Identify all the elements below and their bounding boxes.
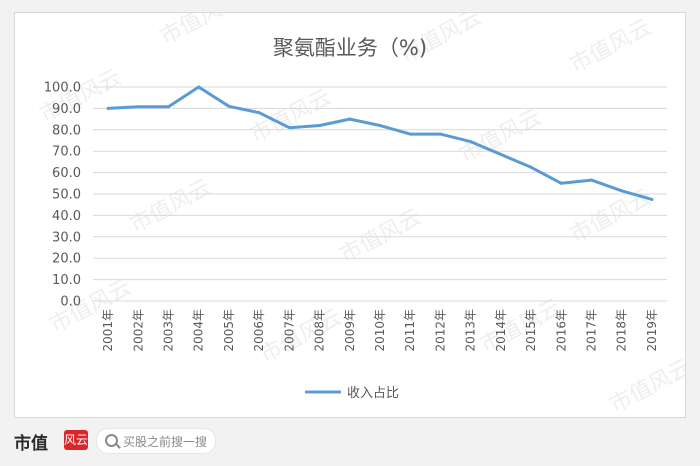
data-point (318, 124, 322, 128)
watermark-text: 市值风云 (566, 15, 655, 78)
y-tick-label: 80.0 (52, 123, 81, 138)
y-tick-label: 30.0 (52, 230, 81, 245)
watermark-text: 市值风云 (256, 305, 345, 368)
data-point (378, 124, 382, 128)
watermark-text: 市值风云 (456, 105, 545, 168)
watermark-text: 市值风云 (476, 295, 565, 358)
x-tick-label: 2017年 (584, 309, 598, 352)
y-tick-label: 90.0 (52, 102, 81, 117)
x-tick-label: 2007年 (282, 309, 296, 352)
x-tick-label: 2018年 (615, 309, 629, 352)
data-point (650, 197, 654, 201)
brand-logo-text: 市值 (14, 434, 48, 454)
x-axis-ticks: 2001年 2002年 2003年 2004年 2005年 2006年 2007年 2008年… (101, 309, 659, 352)
watermark-text: 市值风云 (126, 175, 215, 238)
x-tick-label: 2014年 (494, 309, 508, 352)
y-tick-label: 20.0 (52, 252, 81, 267)
x-tick-label: 2016年 (554, 309, 568, 352)
x-tick-label: 2001年 (101, 309, 115, 352)
y-tick-label: 100.0 (44, 81, 81, 96)
chart-card: 市值风云 市值风云 市值风云 市值风云 市值风云 市值风云 市值风云 市值风云 市值风云 市值风云… (14, 12, 686, 418)
y-tick-label: 0.0 (60, 295, 81, 310)
chart-title: 聚氨酯业务（%) (273, 36, 427, 60)
x-tick-label: 2013年 (464, 309, 478, 352)
data-point (620, 189, 624, 193)
data-point (136, 105, 140, 109)
y-tick-label: 40.0 (52, 209, 81, 224)
y-tick-label: 50.0 (52, 188, 81, 203)
watermark-text: 市值风云 (156, 13, 245, 50)
x-tick-label: 2005年 (222, 309, 236, 352)
data-point (499, 152, 503, 156)
x-tick-label: 2019年 (645, 309, 659, 352)
data-point (348, 117, 352, 121)
data-point (529, 165, 533, 169)
footer-bar: 市值 风云 买股之前搜一搜 (0, 418, 700, 466)
data-point (227, 104, 231, 108)
y-tick-label: 70.0 (52, 145, 81, 160)
data-point (469, 140, 473, 144)
data-point (197, 85, 201, 89)
legend-label: 收入占比 (347, 386, 399, 401)
search-input[interactable]: 买股之前搜一搜 (96, 428, 216, 454)
x-tick-label: 2009年 (343, 309, 357, 352)
y-tick-label: 10.0 (52, 273, 81, 288)
x-tick-label: 2008年 (313, 309, 327, 352)
data-point (438, 132, 442, 136)
x-tick-label: 2002年 (131, 309, 145, 352)
data-point (408, 132, 412, 136)
x-tick-label: 2004年 (192, 309, 206, 352)
watermark-text: 市值风云 (606, 355, 685, 417)
x-tick-label: 2010年 (373, 309, 387, 352)
data-point (257, 111, 261, 115)
legend: 收入占比 (305, 386, 399, 401)
data-point (559, 181, 563, 185)
y-axis-ticks: 0.0 10.0 20.0 30.0 40.0 50.0 60.0 70.0 80.0 90.0 1… (44, 81, 81, 310)
series-layer (106, 85, 654, 201)
x-tick-label: 2015年 (524, 309, 538, 352)
data-point (106, 106, 110, 110)
gridlines (93, 86, 667, 302)
x-tick-label: 2012年 (433, 309, 447, 352)
x-tick-label: 2011年 (403, 309, 417, 352)
x-tick-label: 2006年 (252, 309, 266, 352)
x-tick-label: 2003年 (162, 309, 176, 352)
data-point (287, 126, 291, 130)
data-point (589, 178, 593, 182)
search-placeholder: 买股之前搜一搜 (123, 435, 208, 449)
data-point (167, 105, 171, 109)
watermark-text: 市值风云 (36, 65, 125, 128)
brand-logo-mark: 风云 (64, 430, 88, 450)
search-icon (105, 434, 118, 447)
y-tick-label: 60.0 (52, 166, 81, 181)
watermark-text: 市值风云 (246, 85, 335, 148)
